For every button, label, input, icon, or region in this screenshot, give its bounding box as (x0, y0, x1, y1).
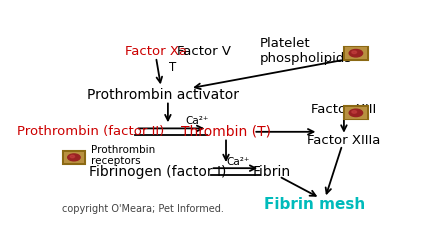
Circle shape (70, 155, 75, 158)
Circle shape (352, 51, 357, 54)
Text: Ca²⁺: Ca²⁺ (226, 157, 250, 167)
Text: Factor XIIIa: Factor XIIIa (307, 134, 381, 147)
Text: T: T (169, 61, 177, 74)
Text: Fibrinogen (factor I): Fibrinogen (factor I) (89, 165, 226, 179)
Text: Ca²⁺: Ca²⁺ (185, 116, 209, 126)
Text: copyright O'Meara; Pet Informed.: copyright O'Meara; Pet Informed. (62, 204, 224, 214)
Bar (63, 151, 85, 164)
Circle shape (349, 109, 363, 117)
Circle shape (349, 49, 363, 57)
Text: Factor XIII: Factor XIII (311, 103, 377, 116)
Bar (344, 46, 368, 60)
Text: Factor Xa: Factor Xa (125, 45, 187, 58)
Circle shape (352, 111, 357, 113)
Text: Prothrombin (factor II): Prothrombin (factor II) (17, 125, 164, 138)
Bar (345, 107, 366, 119)
Text: Factor V: Factor V (177, 45, 231, 58)
Text: Fibrin: Fibrin (253, 165, 291, 179)
Bar (344, 106, 368, 120)
Bar (64, 152, 84, 163)
Text: Prothrombin
receptors: Prothrombin receptors (91, 145, 155, 166)
Text: Thrombin (T): Thrombin (T) (181, 125, 271, 139)
Circle shape (68, 154, 80, 161)
Text: Prothrombin activator: Prothrombin activator (87, 88, 239, 102)
Text: Platelet
phospholipids: Platelet phospholipids (260, 37, 352, 65)
Text: Fibrin mesh: Fibrin mesh (264, 197, 366, 212)
Bar (345, 47, 366, 59)
